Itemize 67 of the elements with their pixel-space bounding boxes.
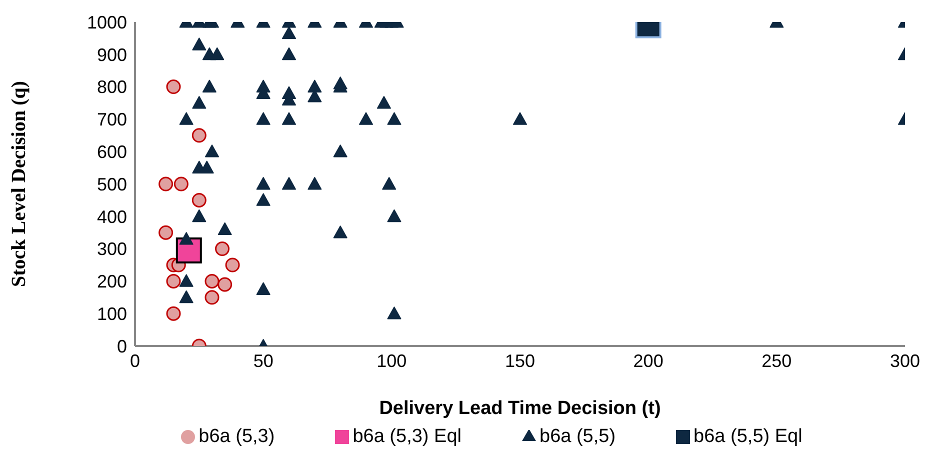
- x-tick-label: 150: [504, 350, 536, 371]
- point: [192, 209, 206, 222]
- point: [218, 277, 232, 292]
- point: [387, 209, 402, 222]
- point: [192, 128, 206, 143]
- point: [382, 177, 396, 190]
- point: [204, 274, 220, 288]
- x-tick-label: 300: [890, 350, 920, 371]
- point: [218, 222, 232, 236]
- legend-label: b6a (5,3) Eql: [352, 426, 462, 447]
- point: [282, 47, 296, 60]
- point: [225, 258, 240, 272]
- point: [376, 96, 391, 109]
- point: [192, 192, 206, 208]
- y-tick-label: 800: [96, 77, 127, 98]
- point: [202, 80, 216, 92]
- y-tick-label: 900: [96, 44, 127, 65]
- point: [256, 177, 270, 190]
- point: [308, 80, 322, 92]
- point: [166, 274, 181, 288]
- point: [256, 193, 270, 206]
- point: [282, 177, 296, 190]
- point: [166, 306, 181, 321]
- point: [205, 144, 219, 158]
- y-tick-label: 200: [96, 272, 127, 292]
- point: [179, 232, 194, 245]
- y-tick-label: 500: [96, 174, 127, 194]
- point: [333, 226, 348, 238]
- point: [179, 274, 194, 287]
- point: [256, 282, 270, 295]
- y-tick-label: 0: [116, 336, 127, 356]
- y-tick-label: 1000: [86, 12, 127, 32]
- point: [387, 112, 402, 125]
- point: [282, 26, 296, 40]
- x-tick-label: 250: [762, 350, 792, 371]
- point: [174, 176, 188, 192]
- y-axis-title: Stock Level Decision (q): [8, 80, 30, 288]
- point: [359, 112, 373, 125]
- point: [215, 242, 230, 256]
- point: [158, 225, 174, 240]
- point: [179, 112, 194, 125]
- x-tick-label: 200: [633, 350, 664, 371]
- y-tick-label: 100: [96, 304, 127, 324]
- legend-label: b6a (5,5) Eql: [694, 426, 802, 447]
- point: [387, 306, 402, 320]
- point: [282, 112, 296, 125]
- point: [513, 112, 527, 125]
- point: [192, 96, 206, 109]
- y-tick-label: 300: [96, 239, 127, 260]
- point: [210, 47, 224, 60]
- point: [158, 176, 174, 192]
- point: [179, 290, 194, 304]
- y-tick-label: 700: [96, 110, 127, 130]
- point: [333, 144, 348, 158]
- point: [256, 112, 270, 125]
- y-tick-label: 400: [96, 206, 127, 227]
- point: [204, 290, 220, 305]
- x-tick-label: 50: [253, 350, 274, 371]
- x-axis-title: Delivery Lead Time Decision (t): [379, 398, 661, 419]
- point: [166, 80, 181, 94]
- y-tick-label: 600: [96, 142, 127, 162]
- legend-label: b6a (5,3): [198, 426, 275, 447]
- legend-label: b6a (5,5): [540, 426, 616, 447]
- x-tick-label: 0: [130, 350, 140, 371]
- x-tick-label: 100: [376, 350, 407, 371]
- point: [192, 38, 206, 50]
- point: [308, 177, 322, 190]
